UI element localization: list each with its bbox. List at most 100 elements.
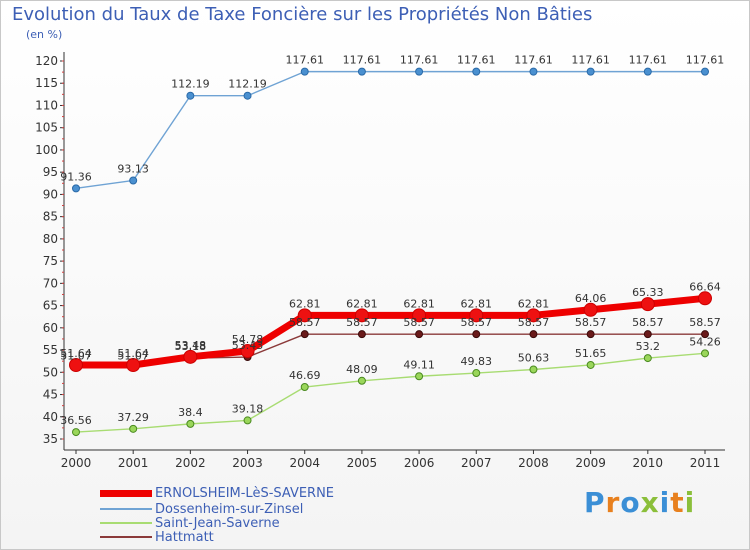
data-label: 117.61 [457,54,496,67]
data-point [300,383,309,392]
data-point [72,184,80,193]
data-label: 66.64 [689,280,721,293]
data-point [698,291,712,306]
legend-label: Saint-Jean-Saverne [155,515,280,531]
x-tick-label: 2011 [690,456,721,470]
data-point [586,67,595,76]
data-point [243,416,252,425]
x-tick-label: 2006 [404,456,435,470]
data-label: 58.57 [403,316,435,329]
data-label: 58.57 [575,316,607,329]
data-label: 91.36 [60,170,92,183]
data-point [472,369,481,378]
data-label: 62.81 [289,297,321,310]
data-point [183,349,198,364]
x-tick-label: 2002 [175,456,206,470]
data-point [129,176,138,185]
data-label: 58.57 [689,316,721,329]
data-label: 37.29 [117,411,149,424]
data-point [526,308,541,323]
data-label: 51.07 [60,350,92,363]
series-line [75,352,706,433]
data-label: 117.61 [343,54,382,67]
y-tick-label: 115 [35,76,58,90]
data-point [586,360,595,369]
y-tick-label: 105 [35,121,58,135]
data-label: 117.61 [400,54,439,67]
data-point [469,308,484,323]
data-point [412,308,427,323]
data-point [529,330,538,339]
data-point [357,67,366,76]
y-tick-label: 35 [43,432,58,446]
data-label: 117.61 [629,54,668,67]
legend-item: Dossenheim-sur-Zinsel [100,501,304,517]
x-tick-label: 2000 [61,456,92,470]
data-label: 49.83 [461,355,493,368]
logo-letter: x [640,486,660,519]
data-label: 117.61 [571,54,610,67]
data-label: 62.81 [518,297,550,310]
x-tick-label: 2008 [518,456,549,470]
legend-swatch [100,522,152,524]
data-point [243,91,252,100]
y-tick-label: 110 [35,98,58,112]
data-point [415,330,424,339]
data-point [472,330,481,339]
legend-item: ERNOLSHEIM-LèS-SAVERNE [100,485,335,501]
data-point [72,428,80,437]
data-label: 62.81 [461,297,493,310]
legend-label: ERNOLSHEIM-LèS-SAVERNE [155,485,335,501]
data-label: 36.56 [60,414,92,427]
data-point [129,424,138,433]
series-line [75,70,705,190]
data-label: 62.81 [346,297,378,310]
data-label: 117.61 [285,54,324,67]
y-tick-label: 85 [43,210,58,224]
proxiti-logo: Proxiti [584,486,695,519]
data-label: 48.09 [346,363,378,376]
data-label: 46.69 [289,369,321,382]
y-tick-label: 80 [43,232,58,246]
data-point [529,365,538,374]
data-label: 53.43 [232,339,264,352]
data-point [300,330,309,339]
data-point [701,330,709,339]
data-label: 53.2 [636,340,661,353]
series-line [76,294,706,369]
legend-swatch [100,536,152,538]
legend-item: Saint-Jean-Saverne [100,515,280,531]
data-point [186,419,195,428]
data-point [643,330,652,339]
data-label: 39.18 [232,402,264,415]
data-point [583,302,598,317]
legend-label: Hattmatt [155,529,214,545]
data-label: 49.11 [403,358,435,371]
y-tick-label: 40 [43,410,58,424]
data-label: 51.65 [575,347,607,360]
y-tick-label: 95 [43,165,58,179]
logo-letter: i [684,486,696,519]
data-label: 51.64 [117,347,149,360]
data-point [300,67,309,76]
data-label: 117.61 [514,54,553,67]
logo-letter: o [620,486,641,519]
data-label: 58.57 [632,316,664,329]
data-point [643,67,652,76]
y-tick-label: 65 [43,299,58,313]
data-label: 38.4 [178,406,203,419]
y-tick-label: 90 [43,187,58,201]
data-point [69,358,83,373]
data-point [297,308,312,323]
legend-label: Dossenheim-sur-Zinsel [155,501,304,517]
data-label: 112.19 [171,78,210,91]
data-point [701,67,709,76]
data-point [640,297,655,312]
x-tick-label: 2004 [289,456,320,470]
x-tick-label: 2001 [118,456,149,470]
y-tick-label: 75 [43,254,58,268]
data-label: 51.07 [117,350,149,363]
legend-item: Hattmatt [100,529,214,545]
data-label: 50.63 [518,351,550,364]
y-tick-label: 45 [43,388,58,402]
